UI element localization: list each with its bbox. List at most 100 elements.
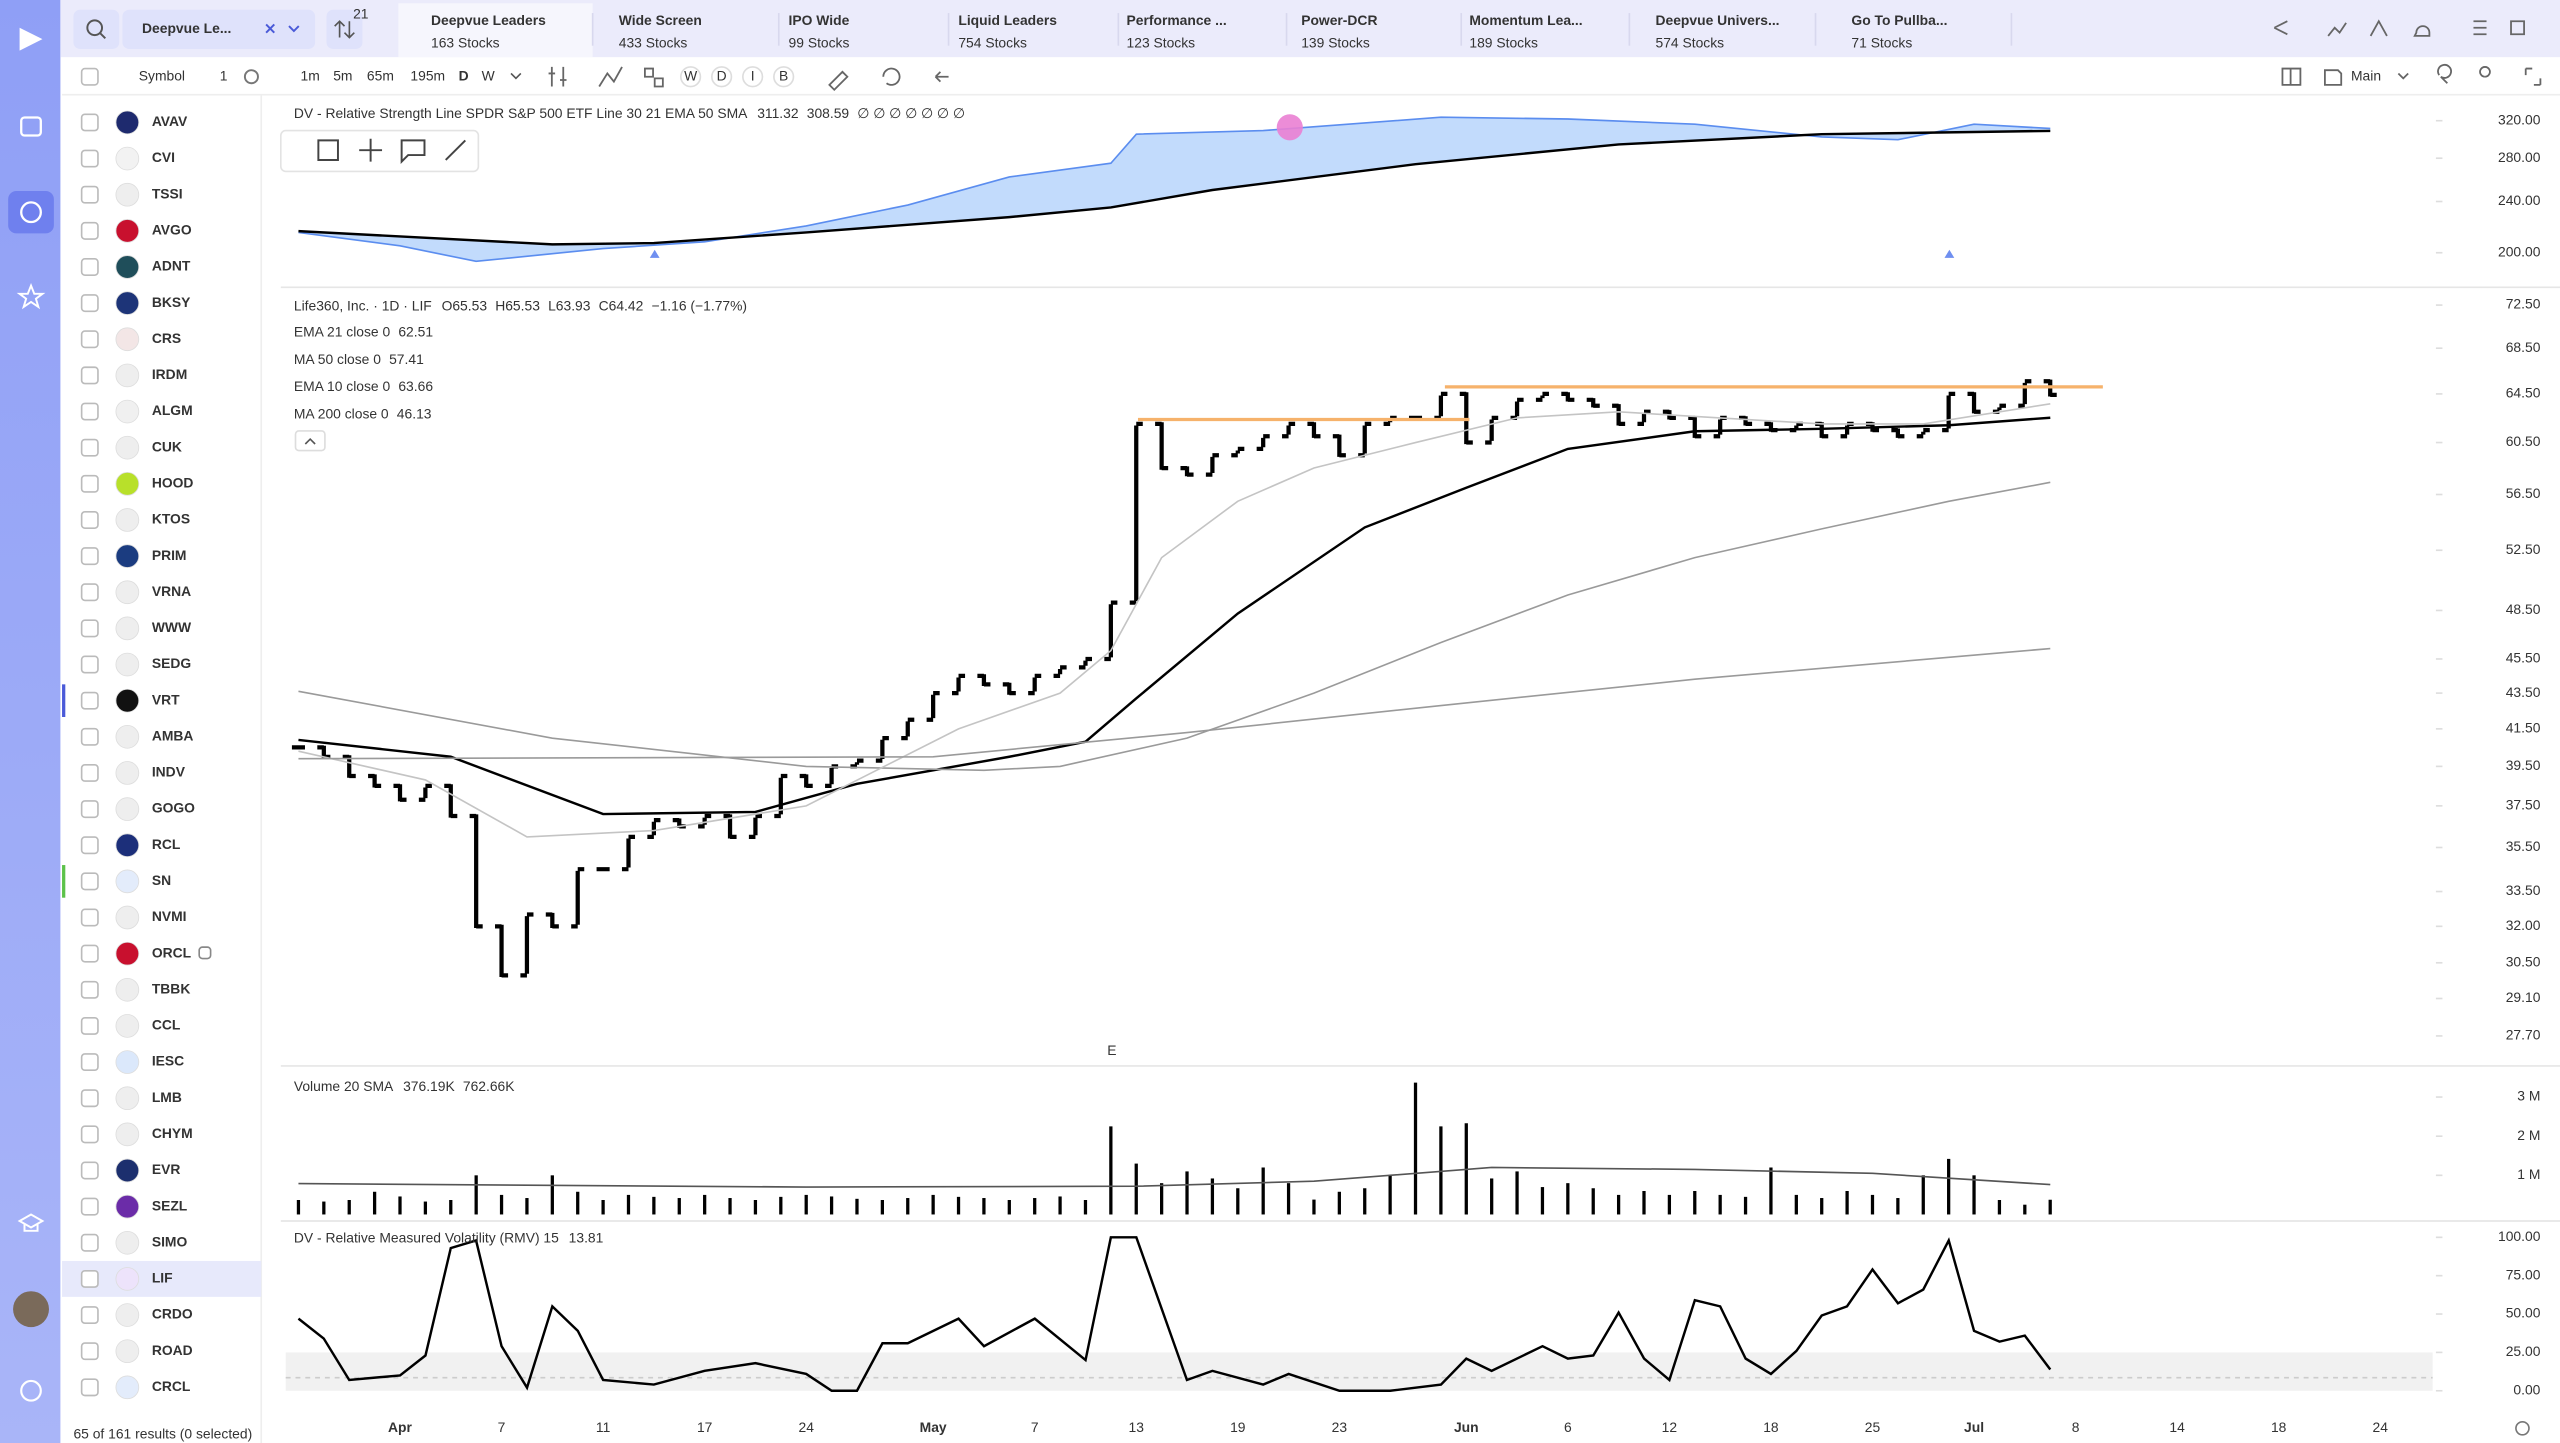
tab-subtitle[interactable]: 163 Stocks	[431, 35, 500, 51]
checkbox[interactable]	[80, 655, 99, 674]
symbol[interactable]: AMBA	[152, 727, 194, 743]
active-tab[interactable]	[398, 3, 593, 58]
symbol[interactable]: ADNT	[152, 258, 191, 274]
symbol[interactable]: SEDG	[152, 655, 191, 671]
symbol[interactable]: CRS	[152, 330, 181, 346]
checkbox[interactable]	[80, 366, 99, 385]
tab-subtitle[interactable]: 139 Stocks	[1301, 35, 1370, 51]
tab-title[interactable]: Go To Pullba...	[1851, 12, 1947, 28]
symbol[interactable]: IRDM	[152, 366, 187, 382]
collapse-button[interactable]	[294, 430, 326, 452]
interval[interactable]: 195m	[410, 67, 445, 83]
tab-title[interactable]: IPO Wide	[789, 12, 850, 28]
symbol[interactable]: GOGO	[152, 800, 195, 816]
style-button[interactable]	[773, 66, 795, 88]
symbol[interactable]: TBBK	[152, 980, 191, 996]
checkbox[interactable]	[80, 294, 99, 313]
checkbox[interactable]	[80, 474, 99, 493]
symbol[interactable]: AVGO	[152, 222, 192, 238]
tab-title[interactable]: Momentum Lea...	[1469, 12, 1582, 28]
symbol[interactable]: SIMO	[152, 1233, 188, 1249]
symbol[interactable]: CRCL	[152, 1378, 191, 1394]
toolbar-icons[interactable]	[2281, 63, 2542, 86]
checkbox[interactable]	[80, 1342, 99, 1361]
symbol[interactable]: IESC	[152, 1053, 184, 1069]
symbol[interactable]: EVR	[152, 1161, 181, 1177]
avatar[interactable]	[13, 1291, 49, 1328]
checkbox[interactable]	[80, 944, 99, 963]
list-header[interactable]: Symbol	[139, 67, 185, 83]
nav-icon[interactable]	[20, 116, 42, 137]
symbol[interactable]: KTOS	[152, 511, 190, 527]
help-icon[interactable]	[20, 1379, 42, 1402]
checkbox[interactable]	[80, 1197, 99, 1216]
symbol[interactable]: CHYM	[152, 1125, 193, 1141]
tab-title[interactable]: Performance ...	[1127, 12, 1227, 28]
symbol[interactable]: HOOD	[152, 474, 194, 490]
nav-icon[interactable]	[16, 283, 46, 310]
symbol[interactable]: AVAV	[152, 113, 188, 129]
tab-title[interactable]: Deepvue Leaders	[431, 12, 546, 28]
symbol[interactable]: ALGM	[152, 402, 193, 418]
checkbox[interactable]	[80, 763, 99, 782]
sort-button[interactable]	[326, 9, 363, 49]
drawing-tools[interactable]	[317, 138, 466, 164]
symbol[interactable]: CVI	[152, 149, 175, 165]
interval[interactable]: 1m	[301, 67, 320, 83]
interval[interactable]: 5m	[333, 67, 352, 83]
symbol[interactable]: NVMI	[152, 908, 187, 924]
top-icons[interactable]	[2273, 19, 2525, 37]
checkbox[interactable]	[80, 980, 99, 999]
watchlist-select[interactable]	[122, 9, 316, 49]
checkbox[interactable]	[80, 1016, 99, 1035]
symbol[interactable]: VRT	[152, 691, 180, 707]
symbol[interactable]: SN	[152, 872, 171, 888]
tab-subtitle[interactable]: 99 Stocks	[789, 35, 850, 51]
style-button[interactable]	[711, 66, 733, 88]
checkbox[interactable]	[80, 149, 99, 168]
checkbox[interactable]	[80, 438, 99, 457]
checkbox[interactable]	[80, 1089, 99, 1108]
select-icons[interactable]	[265, 23, 300, 34]
layout-name[interactable]: Main	[2351, 67, 2381, 83]
checkbox[interactable]	[80, 908, 99, 927]
symbol[interactable]: CCL	[152, 1017, 181, 1033]
tab-title[interactable]: Liquid Leaders	[958, 12, 1057, 28]
symbol[interactable]: CUK	[152, 438, 182, 454]
tab-title[interactable]: Power-DCR	[1301, 12, 1377, 28]
checkbox[interactable]	[80, 691, 99, 710]
checkbox[interactable]	[80, 510, 99, 529]
interval[interactable]: 65m	[367, 67, 394, 83]
symbol[interactable]: WWW	[152, 619, 192, 635]
checkbox[interactable]	[80, 1378, 99, 1397]
checkbox[interactable]	[80, 113, 99, 132]
symbol[interactable]: CRDO	[152, 1306, 193, 1322]
checkbox[interactable]	[80, 1161, 99, 1180]
nav-icon[interactable]	[17, 1213, 45, 1232]
symbol[interactable]: LMB	[152, 1089, 182, 1105]
symbol[interactable]: PRIM	[152, 547, 187, 563]
checkbox[interactable]	[80, 402, 99, 421]
checkbox[interactable]	[80, 547, 99, 566]
checkbox[interactable]	[80, 258, 99, 276]
symbol[interactable]: RCL	[152, 836, 181, 852]
checkbox[interactable]	[80, 1125, 99, 1144]
symbol[interactable]: VRNA	[152, 583, 191, 599]
symbol[interactable]: SEZL	[152, 1197, 188, 1213]
symbol[interactable]: BKSY	[152, 294, 191, 310]
tab-subtitle[interactable]: 574 Stocks	[1656, 35, 1725, 51]
tab-title[interactable]: Deepvue Univers...	[1656, 12, 1780, 28]
search-button[interactable]	[73, 9, 120, 49]
checkbox[interactable]	[80, 1053, 99, 1072]
settings-icon[interactable]	[243, 69, 259, 85]
checkbox[interactable]	[80, 872, 99, 891]
checkbox[interactable]	[80, 1233, 99, 1252]
checkbox[interactable]	[80, 67, 99, 86]
tab-title[interactable]: Wide Screen	[619, 12, 702, 28]
tab-subtitle[interactable]: 189 Stocks	[1469, 35, 1538, 51]
checkbox[interactable]	[80, 619, 99, 638]
symbol[interactable]: TSSI	[152, 185, 183, 201]
checkbox[interactable]	[80, 836, 99, 855]
watchlist-name[interactable]: Deepvue Le...	[142, 20, 231, 36]
checkbox[interactable]	[80, 800, 99, 819]
